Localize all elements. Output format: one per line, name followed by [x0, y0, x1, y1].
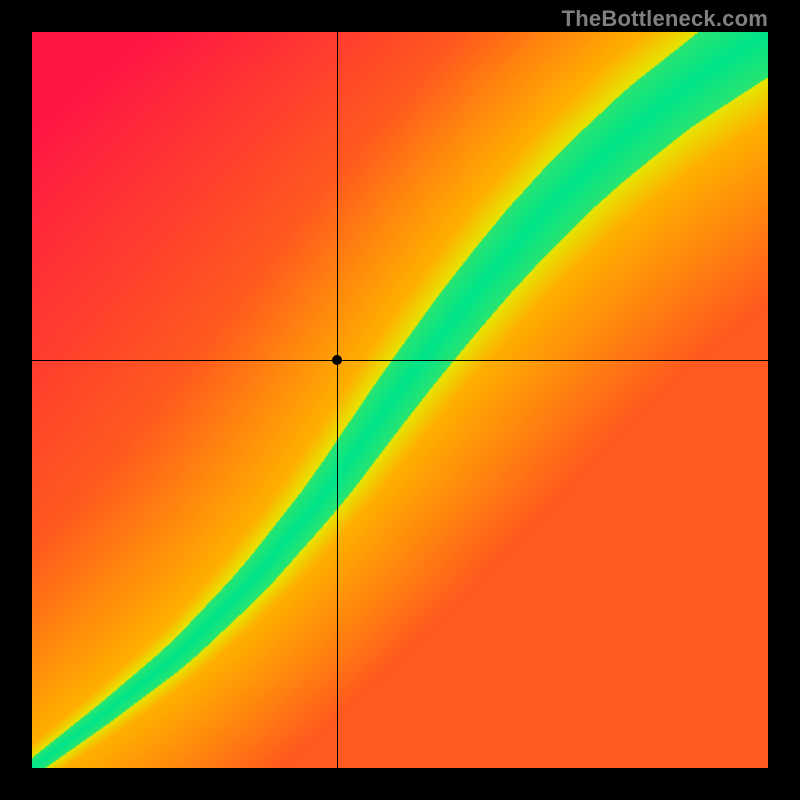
watermark-text: TheBottleneck.com	[562, 6, 768, 32]
heatmap-plot-area	[32, 32, 768, 768]
crosshair-vertical	[337, 32, 338, 768]
marker-dot	[332, 355, 342, 365]
crosshair-horizontal	[32, 360, 768, 361]
heatmap-canvas	[32, 32, 768, 768]
chart-container: TheBottleneck.com	[0, 0, 800, 800]
